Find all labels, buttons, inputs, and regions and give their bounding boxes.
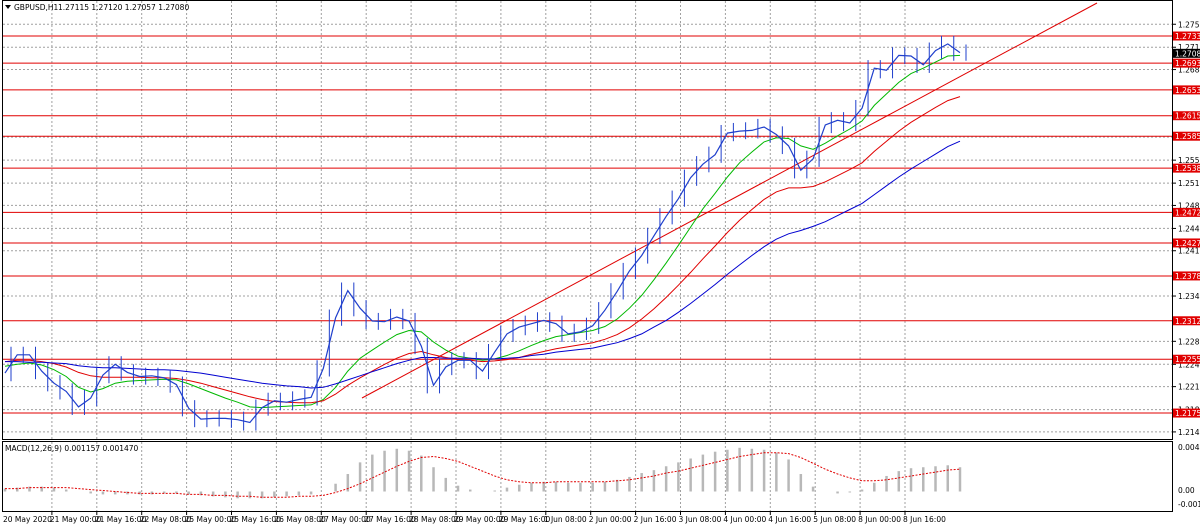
macd-panel-frame <box>2 441 1173 512</box>
level-tag <box>1173 207 1200 217</box>
level-tag-label: 1.22555 <box>1175 355 1200 364</box>
x-tick-label: 22 May 08:00 <box>140 515 192 524</box>
macd-signal-line <box>5 452 961 498</box>
dropdown-arrow-icon[interactable] <box>5 5 11 9</box>
level-tag <box>1173 408 1200 418</box>
y-tick-label: 1.26840 <box>1178 66 1200 75</box>
level-tag-label: 1.27336 <box>1175 32 1200 41</box>
y-tick-label: 1.24830 <box>1178 201 1200 210</box>
level-tag <box>1173 354 1200 364</box>
level-tag <box>1173 131 1200 141</box>
level-tag <box>1173 31 1200 41</box>
level-tag-label: 1.24275 <box>1175 239 1200 248</box>
macd-panel <box>3 447 962 499</box>
x-tick-label: 3 Jun 08:00 <box>679 515 722 524</box>
trendline[interactable] <box>361 2 1098 399</box>
x-tick-label: 21 May 00:00 <box>50 515 102 524</box>
level-tag-label: 1.26157 <box>1175 112 1200 121</box>
symbol-label: GBPUSD,H1 <box>14 3 59 12</box>
price-line <box>4 43 961 424</box>
y-tick-label: 1.23490 <box>1178 292 1200 301</box>
x-tick-label: 25 May 16:00 <box>230 515 282 524</box>
y-tick-label: 1.24160 <box>1178 247 1200 256</box>
y-tick-label: 1.21480 <box>1178 428 1200 437</box>
y-tick-label: 1.22480 <box>1178 360 1200 369</box>
x-tick-label: 29 May 00:00 <box>454 515 506 524</box>
trendline-layer[interactable] <box>361 2 1098 399</box>
y-tick-label: 1.24490 <box>1178 224 1200 233</box>
x-tick-label: 4 Jun 00:00 <box>723 515 766 524</box>
x-tick-label: 29 May 16:00 <box>499 515 551 524</box>
level-tag-label: 1.26935 <box>1175 59 1200 68</box>
y-tick-label: 1.25160 <box>1178 179 1200 188</box>
chart-header: GBPUSD,H1 1.27115 1.27120 1.27057 1.2708… <box>5 3 189 453</box>
x-tick-label: 2 Jun 16:00 <box>634 515 677 524</box>
current-price-tag <box>1173 48 1200 58</box>
level-tag-label: 1.25382 <box>1175 164 1200 173</box>
x-tick-label: 1 Jun 08:00 <box>544 515 587 524</box>
x-tick-label: 21 May 16:00 <box>95 515 147 524</box>
ohlc-values: 1.27115 1.27120 1.27057 1.27080 <box>58 3 189 12</box>
level-tag <box>1173 163 1200 173</box>
y-tick-label: 1.22820 <box>1178 337 1200 346</box>
x-tick-label: 5 Jun 08:00 <box>813 515 856 524</box>
x-tick-label: 2 Jun 00:00 <box>589 515 632 524</box>
x-tick-label: 8 Jun 00:00 <box>858 515 901 524</box>
level-tag-label: 1.23787 <box>1175 272 1200 281</box>
y-tick-label: 1.25500 <box>1178 156 1200 165</box>
x-tick-label: 4 Jun 16:00 <box>768 515 811 524</box>
level-tag <box>1173 85 1200 95</box>
level-tag <box>1173 111 1200 121</box>
macd-tick-label: 0.004377 <box>1178 443 1200 452</box>
macd-label: MACD(12,26,9) 0.001157 0.001470 <box>5 444 139 453</box>
level-tag-label: 1.23124 <box>1175 317 1200 326</box>
ma-line <box>5 140 961 389</box>
level-tag-label: 1.24727 <box>1175 208 1200 217</box>
x-tick-label: 27 May 00:00 <box>319 515 371 524</box>
level-tag <box>1173 238 1200 248</box>
y-tick-label: 1.27510 <box>1178 20 1200 29</box>
x-tick-label: 8 Jun 16:00 <box>903 515 946 524</box>
level-tag-label: 1.25854 <box>1175 132 1200 141</box>
x-tick-label: 20 May 2020 <box>3 515 52 524</box>
x-tick-label: 28 May 08:00 <box>409 515 461 524</box>
level-tag <box>1173 316 1200 326</box>
y-tick-label: 1.22150 <box>1178 383 1200 392</box>
macd-tick-label: 0.00 <box>1178 486 1195 495</box>
y-tick-label: 1.27170 <box>1178 43 1200 52</box>
ma-line <box>4 54 961 409</box>
price-series <box>4 35 967 431</box>
x-tick-label: 26 May 08:00 <box>274 515 326 524</box>
level-tag-label: 1.21759 <box>1175 409 1200 418</box>
current-price-label: 1.27080 <box>1175 49 1200 58</box>
grid <box>3 1 1172 511</box>
main-panel-frame <box>2 0 1173 440</box>
frames <box>2 0 1173 512</box>
level-tag-label: 1.26539 <box>1175 86 1200 95</box>
level-tag <box>1173 58 1200 68</box>
x-tick-label: 27 May 16:00 <box>364 515 416 524</box>
macd-tick-label: -0.00170 <box>1178 500 1200 509</box>
x-tick-label: 25 May 00:00 <box>185 515 237 524</box>
horizontal-levels[interactable] <box>3 35 1172 414</box>
level-tag <box>1173 271 1200 281</box>
